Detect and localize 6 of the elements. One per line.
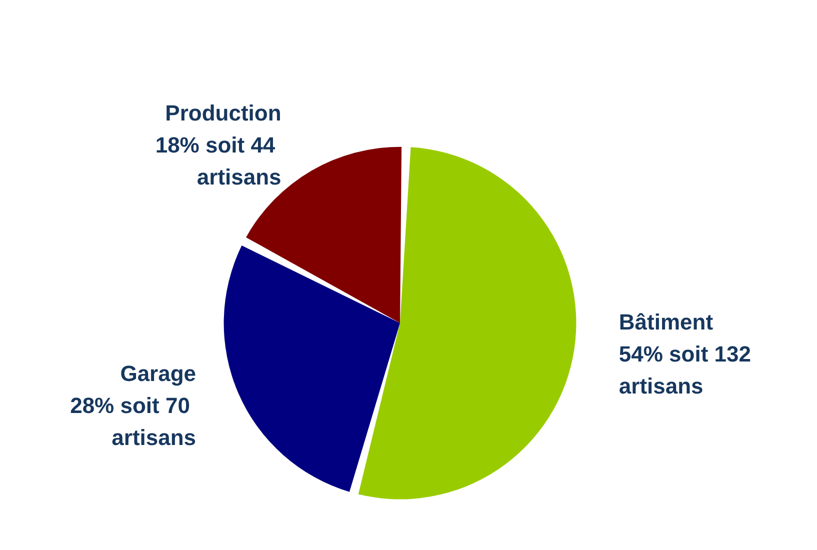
slice-label: Bâtiment	[618, 309, 714, 334]
slice-label: Production	[165, 100, 282, 126]
slice-label: Garage	[120, 361, 196, 386]
data-label: 18% soit 44 artisans	[155, 132, 282, 190]
data-label: 28% soit 70 artisans	[70, 393, 196, 450]
data-label: 54% soit 132 artisans	[618, 341, 758, 398]
